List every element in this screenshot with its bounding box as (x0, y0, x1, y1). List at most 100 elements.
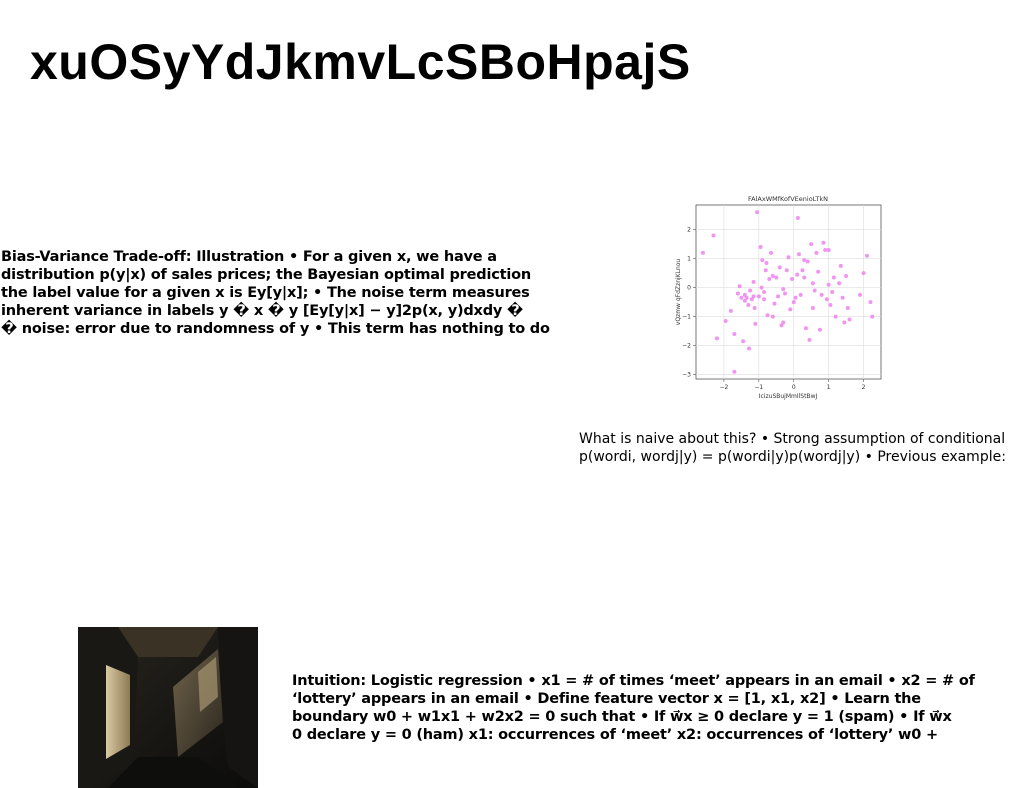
text-line: Bias-Variance Trade-off: Illustration • … (1, 249, 497, 265)
text-line: p(wordi, wordj|y) = p(wordi|y)p(wordj|y)… (579, 449, 1006, 465)
data-point (831, 275, 836, 280)
data-point (828, 303, 833, 308)
data-point (714, 336, 719, 341)
slide-title: xuOSyYdJkmvLcSBoHpajS (30, 34, 691, 90)
data-point (781, 287, 786, 292)
data-point (842, 320, 847, 325)
data-point (759, 285, 764, 290)
data-point (868, 300, 873, 305)
data-point (770, 274, 775, 279)
data-point (809, 242, 814, 247)
data-point (728, 308, 733, 313)
x-tick-label: −1 (754, 384, 763, 391)
chart-title: FAlAxWMfKofVEenioLTkN (748, 195, 828, 203)
data-point (788, 307, 793, 312)
data-point (783, 291, 788, 296)
text-line: � noise: error due to randomness of y • … (1, 321, 550, 337)
data-point (751, 294, 756, 299)
data-point (826, 282, 831, 287)
data-point (747, 346, 752, 351)
data-point (795, 272, 800, 277)
data-point (833, 314, 838, 319)
data-point (749, 297, 754, 302)
data-point (784, 268, 789, 273)
data-point (732, 369, 737, 374)
data-point (805, 259, 810, 264)
data-point (870, 314, 875, 319)
text-line: What is naive about this? • Strong assum… (579, 431, 1006, 447)
data-point (781, 320, 786, 325)
data-point (816, 269, 821, 274)
data-point (764, 261, 769, 265)
data-point (755, 210, 760, 215)
text-line: distribution p(y|x) of sales prices; the… (1, 267, 531, 283)
data-point (737, 284, 742, 289)
data-point (858, 292, 863, 297)
data-point (762, 290, 767, 294)
scatter-chart: FAlAxWMfKofVEenioLTkN −2 −1 0 1 2 −3 −2 −1 0 1 2 I… (675, 195, 882, 400)
data-point (812, 288, 817, 293)
data-point (752, 305, 757, 310)
data-point (774, 275, 779, 280)
y-tick-label: −1 (682, 314, 691, 321)
data-point (803, 326, 808, 331)
y-tick-label: 0 (687, 285, 691, 292)
data-point (802, 258, 807, 263)
y-tick-label: −2 (682, 343, 691, 350)
data-point (826, 247, 831, 252)
text-line: 0 declare y = 0 (ham) x1: occurrences of… (292, 727, 938, 743)
data-point (814, 250, 819, 255)
data-points (700, 210, 875, 374)
data-point (830, 290, 835, 294)
data-point (742, 298, 747, 303)
data-point (861, 271, 866, 276)
data-point (795, 216, 800, 221)
y-axis-label: vQzmw qFdZznjKLnou (675, 259, 682, 326)
data-point (840, 295, 845, 300)
data-point (838, 263, 843, 268)
x-axis-label: IcizuSBujMmIlStBwJ (759, 393, 818, 400)
logistic-regression-text: Intuition: Logistic regression • x1 = # … (292, 672, 975, 744)
data-point (711, 233, 716, 238)
dark-room-photo (78, 627, 258, 788)
data-point (739, 295, 744, 300)
data-point (777, 265, 782, 270)
data-point (819, 292, 824, 297)
x-tick-label: −2 (719, 384, 728, 391)
text-line: Intuition: Logistic regression • x1 = # … (292, 673, 975, 689)
data-point (741, 339, 746, 344)
data-point (779, 323, 784, 328)
data-point (751, 279, 756, 284)
data-point (817, 327, 822, 332)
data-point (810, 281, 815, 286)
data-point (845, 305, 850, 310)
data-point (753, 321, 758, 326)
data-point (770, 314, 775, 319)
data-point (865, 253, 870, 258)
data-point (746, 303, 751, 308)
data-point (762, 297, 767, 302)
data-point (769, 250, 774, 255)
data-point (800, 268, 805, 273)
data-point (742, 292, 747, 297)
data-point (821, 240, 826, 245)
data-point (735, 291, 740, 296)
data-point (802, 275, 807, 280)
axis-ticks: −2 −1 0 1 2 −3 −2 −1 0 1 2 (682, 227, 865, 391)
data-point (847, 317, 852, 322)
data-point (763, 268, 768, 273)
data-point (760, 258, 765, 263)
plot-frame (695, 204, 882, 380)
x-tick-label: 0 (792, 384, 796, 391)
data-point (723, 319, 728, 323)
data-point (756, 294, 761, 299)
text-line: boundary w0 + w1x1 + w2x2 = 0 such that … (292, 709, 952, 725)
data-point (844, 274, 849, 279)
y-tick-label: 2 (687, 227, 691, 234)
y-tick-label: −3 (682, 372, 691, 379)
x-tick-label: 2 (862, 384, 866, 391)
data-point (765, 313, 770, 318)
data-point (823, 247, 828, 252)
naive-bayes-text: What is naive about this? • Strong assum… (579, 430, 1019, 466)
data-point (767, 276, 772, 281)
